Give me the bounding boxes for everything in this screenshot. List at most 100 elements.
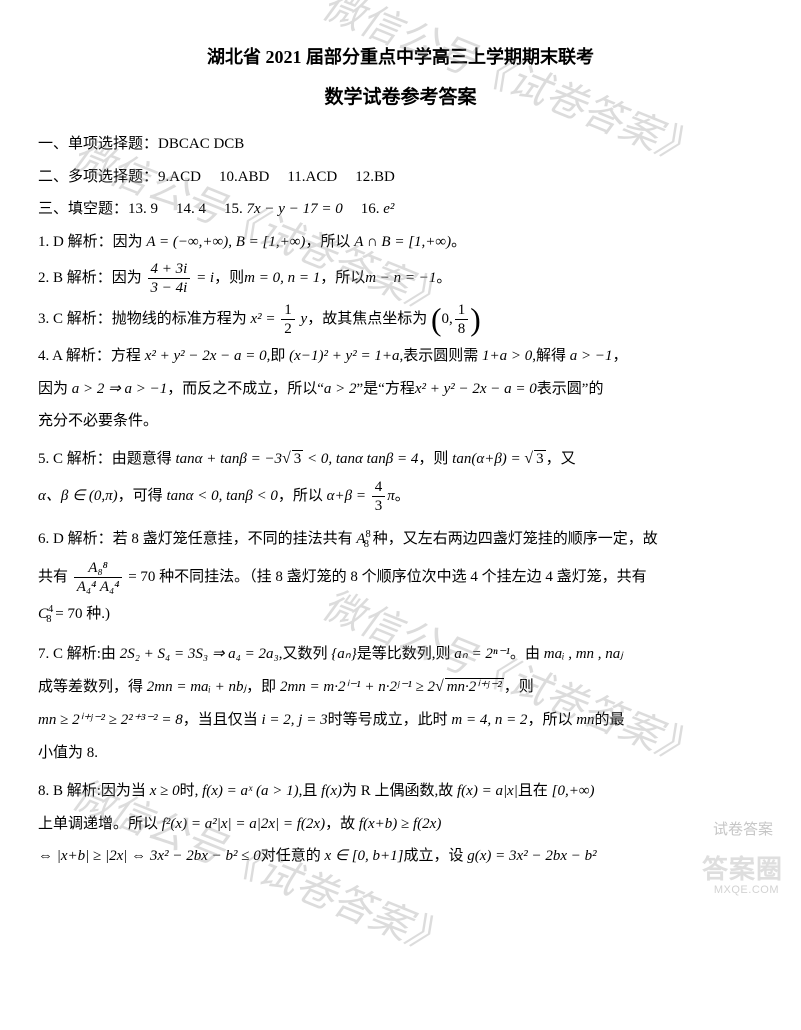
- q4-c1: 1+a > 0: [482, 348, 532, 364]
- q8-dom: [0,+∞): [552, 783, 595, 799]
- q2-frac-den: 3 − 4i: [148, 279, 191, 297]
- q2-frac: 4 + 3i3 − 4i: [148, 260, 191, 297]
- q3-pt-den: 8: [455, 320, 469, 338]
- q4-eq2: (x−1)² + y² = 1+a: [289, 348, 399, 364]
- q6-l3: C48 = 70 种.): [38, 600, 763, 630]
- q6-label: 6. D 解析：若 8 盏灯笼任意挂，不同的挂法共有: [38, 531, 353, 547]
- multi-choice-label: 二、多项选择题：: [38, 169, 158, 185]
- q7-m2: 是等比数列,则: [357, 646, 451, 662]
- q4-a2: a > 2: [324, 381, 357, 397]
- q7-l2c: ，则: [504, 679, 534, 695]
- q4-l2d: 表示圆”的: [537, 381, 604, 397]
- q4-l3: 充分不必要条件。: [38, 407, 763, 436]
- q8-l2a: 上单调递增。所以: [38, 816, 158, 832]
- q4-eq1: x² + y² − 2x − a = 0: [145, 348, 267, 364]
- fill-15-eq: 7x − y − 17 = 0: [247, 201, 343, 217]
- q5-eq4: α+β =: [327, 488, 370, 504]
- q3-pt1: 0,: [441, 311, 452, 327]
- q2-frac-num: 4 + 3i: [148, 260, 191, 279]
- multi-12: 12.BD: [355, 169, 395, 185]
- q6-l3b: = 70 种.): [52, 606, 110, 622]
- multi-9: 9.ACD: [158, 169, 201, 185]
- q3-half-num: 1: [281, 301, 295, 320]
- q7-label: 7. C 解析:由: [38, 646, 116, 662]
- q5-num: 4: [372, 478, 386, 497]
- multi-10: 10.ABD: [219, 169, 269, 185]
- q7-l3e: 的最: [595, 712, 625, 728]
- q5-eq1: tanα + tanβ = −3: [176, 451, 283, 467]
- q5-l2b: ，可得: [118, 488, 163, 504]
- q4-l2c: ”是“方程: [357, 381, 415, 397]
- sqrt-icon: mn·2ⁱ⁺ʲ⁻²: [435, 672, 504, 702]
- q7-eq2: aₙ = 2ⁿ⁻¹: [454, 646, 510, 662]
- q7-mn42: m = 4, n = 2: [451, 712, 527, 728]
- q5-l2: α、β ∈ (0,π)，可得 tanα < 0, tanβ < 0，所以 α+β…: [38, 478, 763, 515]
- q2-mn: m = 0, n = 1: [244, 270, 320, 286]
- footer-url: MXQE.COM: [714, 880, 779, 901]
- q4-label: 4. A 解析：方程: [38, 348, 141, 364]
- q5-frac: 43: [372, 478, 386, 515]
- q5-sqrt3: 3: [292, 450, 304, 467]
- q6-a88sub: 8: [364, 539, 369, 550]
- single-choice-row: 一、单项选择题：DBCAC DCB: [38, 130, 763, 159]
- q3-label: 3. C 解析：抛物线的标准方程为: [38, 311, 247, 327]
- q7-l2: 成等差数列，得 2mn = maᵢ + nbⱼ，即 2mn = m·2ⁱ⁻¹ +…: [38, 672, 763, 702]
- q2-label: 2. B 解析：因为: [38, 270, 142, 286]
- fill-13: 13. 9: [128, 201, 158, 217]
- q8-l3: ⇔ |x+b| ≥ |2x| ⇔ 3x² − 2bx − b² ≤ 0对任意的 …: [38, 842, 763, 871]
- q2-row: 2. B 解析：因为 4 + 3i3 − 4i = i，则m = 0, n = …: [38, 260, 763, 297]
- fill-label: 三、填空题：: [38, 201, 128, 217]
- q7-l2a: 成等差数列，得: [38, 679, 143, 695]
- q4-eq3: x² + y² − 2x − a = 0: [415, 381, 537, 397]
- q7-eq3: 2mn = maᵢ + nbⱼ: [147, 679, 246, 695]
- q3-half-den: 2: [281, 320, 295, 338]
- q6-l2: 共有 A₈⁸A₄⁴ A₄⁴ = 70 种不同挂法。（挂 8 盏灯笼的 8 个顺序…: [38, 559, 763, 596]
- q5-l2a: α、β ∈ (0,π): [38, 488, 118, 504]
- q1-end: 。: [451, 234, 466, 250]
- q7-l3a: mn ≥ 2ⁱ⁺ʲ⁻² ≥ 2²⁺³⁻² = 8: [38, 712, 183, 728]
- multi-11: 11.ACD: [287, 169, 337, 185]
- q6-fden: A₄⁴ A₄⁴: [74, 578, 123, 596]
- q8-m4: 且在: [518, 783, 548, 799]
- q8-m2: ,且: [299, 783, 318, 799]
- fill-15-prefix: 15.: [224, 201, 243, 217]
- sqrt-icon: 3: [282, 444, 303, 474]
- q7-l3b: ，当且仅当: [183, 712, 258, 728]
- q7-sqrt: mn·2ⁱ⁺ʲ⁻²: [445, 678, 504, 695]
- q8-l2b: ，故: [325, 816, 355, 832]
- q8-l1: 8. B 解析:因为当 x ≥ 0时, f(x) = aˣ (a > 1),且 …: [38, 777, 763, 806]
- q3-pt-num: 1: [455, 301, 469, 320]
- q8-eq1: f(x) = a|x|: [457, 783, 518, 799]
- q1-label: 1. D 解析：因为: [38, 234, 143, 250]
- q4-l2b: ，而反之不成立，所以“: [167, 381, 324, 397]
- q5-m1: ，则: [418, 451, 448, 467]
- q5-den: 3: [372, 497, 386, 515]
- single-choice-answers: DBCAC DCB: [158, 136, 244, 152]
- q4-imp: a > 2 ⇒ a > −1: [72, 381, 167, 397]
- q8-l3c: 成立，设: [404, 848, 464, 864]
- q1-res: A ∩ B = [1,+∞): [354, 234, 451, 250]
- q7-l3: mn ≥ 2ⁱ⁺ʲ⁻² ≥ 2²⁺³⁻² = 8，当且仅当 i = 2, j =…: [38, 706, 763, 735]
- q8-l3a: ⇔ |x+b| ≥ |2x| ⇔ 3x² − 2bx − b² ≤ 0: [38, 848, 261, 864]
- q8-label: 8. B 解析:因为当: [38, 783, 146, 799]
- fill-16-val: e²: [383, 201, 394, 217]
- q1-sets: A = (−∞,+∞), B = [1,+∞): [146, 234, 305, 250]
- q7-m1: ,又数列: [279, 646, 328, 662]
- q6-fnum: A₈⁸: [74, 559, 123, 578]
- q4-l2a: 因为: [38, 381, 68, 397]
- q6-eq70: = 70: [124, 569, 155, 585]
- q3-pt-frac: 18: [455, 301, 469, 338]
- q3-mid: ，故其焦点坐标为: [307, 311, 427, 327]
- q7-l3c: 时等号成立，此时: [328, 712, 448, 728]
- q2-res: m − n = −1: [365, 270, 436, 286]
- page-title: 湖北省 2021 届部分重点中学高三上学期期末联考: [38, 40, 763, 74]
- q5-l2d: 。: [395, 488, 410, 504]
- q5-l1: 5. C 解析：由题意得 tanα + tanβ = −33 < 0, tanα…: [38, 444, 763, 474]
- lparen-icon: (: [431, 306, 442, 334]
- sqrt-icon: 3: [524, 444, 545, 474]
- q4-l1: 4. A 解析：方程 x² + y² − 2x − a = 0,即 (x−1)²…: [38, 342, 763, 371]
- q5-label: 5. C 解析：由题意得: [38, 451, 172, 467]
- q2-end: 。: [436, 270, 451, 286]
- q6-m1: 种，又左右两边四盏灯笼挂的顺序一定，故: [373, 531, 658, 547]
- q2-so: ，所以: [320, 270, 365, 286]
